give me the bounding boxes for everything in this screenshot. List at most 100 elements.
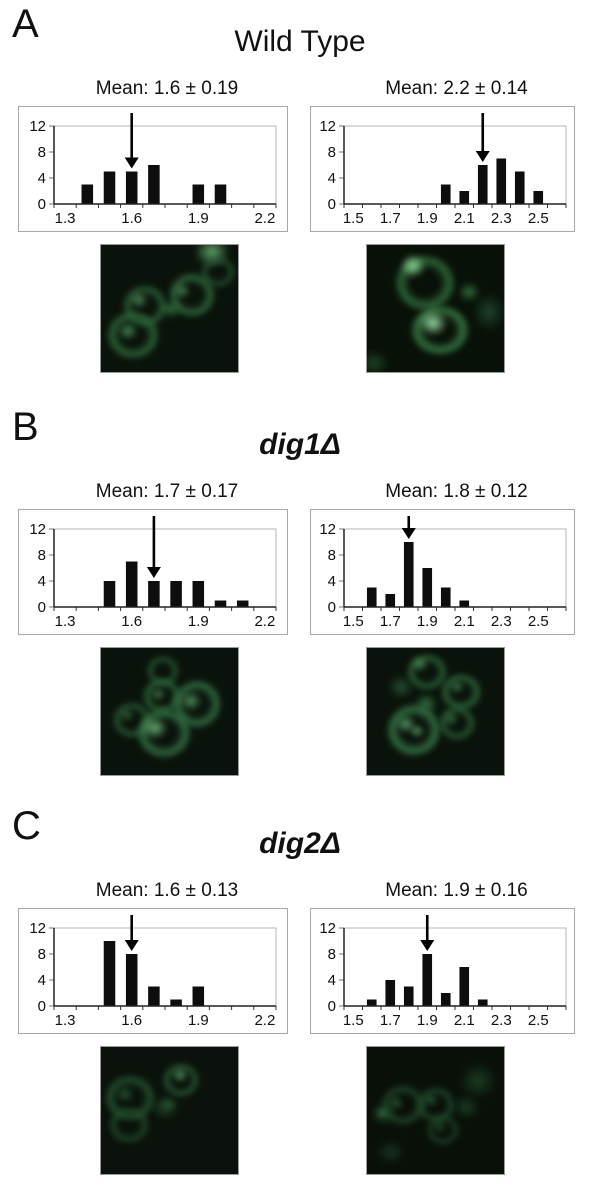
svg-text:12: 12 — [29, 521, 46, 538]
svg-text:2.2: 2.2 — [254, 1012, 275, 1029]
cell-ring-blob — [109, 1107, 149, 1143]
svg-text:1.6: 1.6 — [121, 210, 142, 227]
svg-text:2.3: 2.3 — [490, 613, 511, 630]
panel-c-mean-row: Mean: 1.6 ± 0.13 Mean: 1.9 ± 0.16 — [0, 879, 600, 902]
panel-a-images-row — [0, 244, 600, 373]
panel-a-left-mean-label: Mean: 1.6 ± 0.19 — [95, 78, 239, 99]
cell-glow-blob — [171, 1067, 189, 1083]
panel-b-right-micrograph — [366, 647, 505, 776]
panel-b-left-mean-label: Mean: 1.7 ± 0.17 — [95, 481, 239, 502]
panel-a-right-micrograph — [366, 244, 505, 373]
svg-text:2.2: 2.2 — [254, 613, 275, 630]
svg-text:8: 8 — [327, 946, 335, 963]
cell-glow-blob — [375, 1107, 389, 1119]
cell-glow-blob — [409, 724, 425, 738]
histogram-svg: 0 4 8 12 1.5 1.7 1.9 2.1 2.3 2.5 — [319, 113, 566, 227]
svg-text:2.1: 2.1 — [453, 210, 474, 227]
panel-a-right-mean-label: Mean: 2.2 ± 0.14 — [385, 78, 528, 99]
panel-a: A Wild Type Mean: 1.6 ± 0.19 Mean: 2.2 ±… — [0, 0, 600, 373]
panel-b: B dig1Δ Mean: 1.7 ± 0.17 Mean: 1.8 ± 0.1… — [0, 403, 600, 776]
svg-text:1.7: 1.7 — [379, 1012, 400, 1029]
svg-text:2.1: 2.1 — [453, 1012, 474, 1029]
svg-text:8: 8 — [327, 144, 335, 161]
panel-a-letter: A — [12, 2, 39, 46]
panel-b-right-histogram: 0 4 8 12 1.5 1.7 1.9 2.1 2.3 2.5 — [310, 509, 575, 635]
svg-text:12: 12 — [29, 118, 46, 135]
cell-glow-blob — [173, 283, 191, 299]
cell-ring-blob — [201, 257, 235, 287]
panel-b-mean-row: Mean: 1.7 ± 0.17 Mean: 1.8 ± 0.12 — [0, 480, 600, 503]
cell-glow-blob — [417, 309, 449, 337]
svg-text:1.5: 1.5 — [342, 613, 363, 630]
cell-glow-blob — [115, 1085, 135, 1103]
svg-text:8: 8 — [38, 144, 46, 161]
panel-c-charts-row: 0 4 8 12 1.3 1.6 1.9 2.2 0 4 8 12 1.5 1.7 1.9 2.1 2.3 2.… — [0, 908, 600, 1034]
cell-glow-blob — [129, 291, 149, 309]
histogram-svg: 0 4 8 12 1.3 1.6 1.9 2.2 — [29, 915, 277, 1029]
panel-a-charts-row: 0 4 8 12 1.3 1.6 1.9 2.2 0 4 8 12 1.5 1.7 1.9 2.1 2.3 2.… — [0, 106, 600, 232]
svg-text:1.9: 1.9 — [416, 1012, 437, 1029]
svg-text:4: 4 — [38, 972, 46, 989]
panel-b-right-mean-label: Mean: 1.8 ± 0.12 — [385, 481, 528, 502]
cell-glow-blob — [161, 1097, 177, 1111]
svg-text:12: 12 — [319, 521, 336, 538]
svg-text:1.9: 1.9 — [188, 1012, 209, 1029]
cell-glow-blob — [375, 1139, 407, 1165]
panel-c-right-micrograph — [366, 1046, 505, 1175]
panel-c-title: dig2Δ — [259, 827, 341, 860]
svg-text:4: 4 — [327, 972, 335, 989]
svg-text:2.5: 2.5 — [527, 1012, 548, 1029]
svg-text:1.3: 1.3 — [55, 1012, 76, 1029]
panel-c-left-micrograph — [100, 1046, 239, 1175]
histogram-svg: 0 4 8 12 1.3 1.6 1.9 2.2 — [29, 516, 277, 630]
svg-text:1.3: 1.3 — [55, 210, 76, 227]
cell-glow-blob — [117, 321, 139, 341]
panel-a-left-micrograph — [100, 244, 239, 373]
mean-arrow-head — [146, 567, 161, 578]
svg-text:1.7: 1.7 — [379, 210, 400, 227]
cell-glow-blob — [119, 708, 135, 722]
histogram-svg: 0 4 8 12 1.5 1.7 1.9 2.1 2.3 2.5 — [319, 516, 566, 630]
svg-text:1.3: 1.3 — [55, 613, 76, 630]
svg-text:4: 4 — [38, 170, 46, 187]
panel-a-mean-row: Mean: 1.6 ± 0.19 Mean: 2.2 ± 0.14 — [0, 77, 600, 100]
svg-text:1.9: 1.9 — [188, 210, 209, 227]
svg-text:4: 4 — [327, 170, 335, 187]
panel-a-right-histogram: 0 4 8 12 1.5 1.7 1.9 2.1 2.3 2.5 — [310, 106, 575, 232]
panel-b-images-row — [0, 647, 600, 776]
svg-text:2.3: 2.3 — [490, 210, 511, 227]
panel-c-right-mean-label: Mean: 1.9 ± 0.16 — [385, 880, 528, 901]
svg-text:0: 0 — [327, 998, 335, 1015]
panel-a-left-histogram: 0 4 8 12 1.3 1.6 1.9 2.2 — [18, 106, 288, 232]
panel-c-letter: C — [12, 804, 41, 848]
svg-text:0: 0 — [38, 196, 46, 213]
cell-glow-blob — [471, 291, 504, 333]
svg-text:2.5: 2.5 — [527, 210, 548, 227]
svg-text:8: 8 — [38, 946, 46, 963]
mean-arrow-head — [419, 940, 434, 951]
panel-b-title: dig1Δ — [259, 428, 341, 461]
panel-c: C dig2Δ Mean: 1.6 ± 0.13 Mean: 1.9 ± 0.1… — [0, 802, 600, 1175]
svg-text:8: 8 — [38, 547, 46, 564]
svg-text:1.5: 1.5 — [342, 210, 363, 227]
svg-text:1.9: 1.9 — [188, 613, 209, 630]
cell-glow-blob — [411, 656, 429, 672]
svg-text:1.7: 1.7 — [379, 613, 400, 630]
svg-text:12: 12 — [319, 920, 336, 937]
svg-text:0: 0 — [327, 599, 335, 616]
cell-glow-blob — [367, 349, 391, 372]
svg-text:1.6: 1.6 — [121, 613, 142, 630]
histogram-svg: 0 4 8 12 1.5 1.7 1.9 2.1 2.3 2.5 — [319, 915, 566, 1029]
mean-arrow-head — [475, 151, 490, 162]
histogram-svg: 0 4 8 12 1.3 1.6 1.9 2.2 — [29, 113, 277, 227]
panel-b-letter: B — [12, 405, 39, 449]
cell-glow-blob — [149, 686, 167, 702]
svg-text:1.6: 1.6 — [121, 1012, 142, 1029]
svg-text:2.5: 2.5 — [527, 613, 548, 630]
svg-text:0: 0 — [327, 196, 335, 213]
panel-c-images-row — [0, 1046, 600, 1175]
cell-glow-blob — [399, 253, 427, 279]
cell-glow-blob — [449, 680, 465, 694]
cell-glow-blob — [141, 716, 169, 740]
mean-arrow-head — [124, 157, 139, 169]
